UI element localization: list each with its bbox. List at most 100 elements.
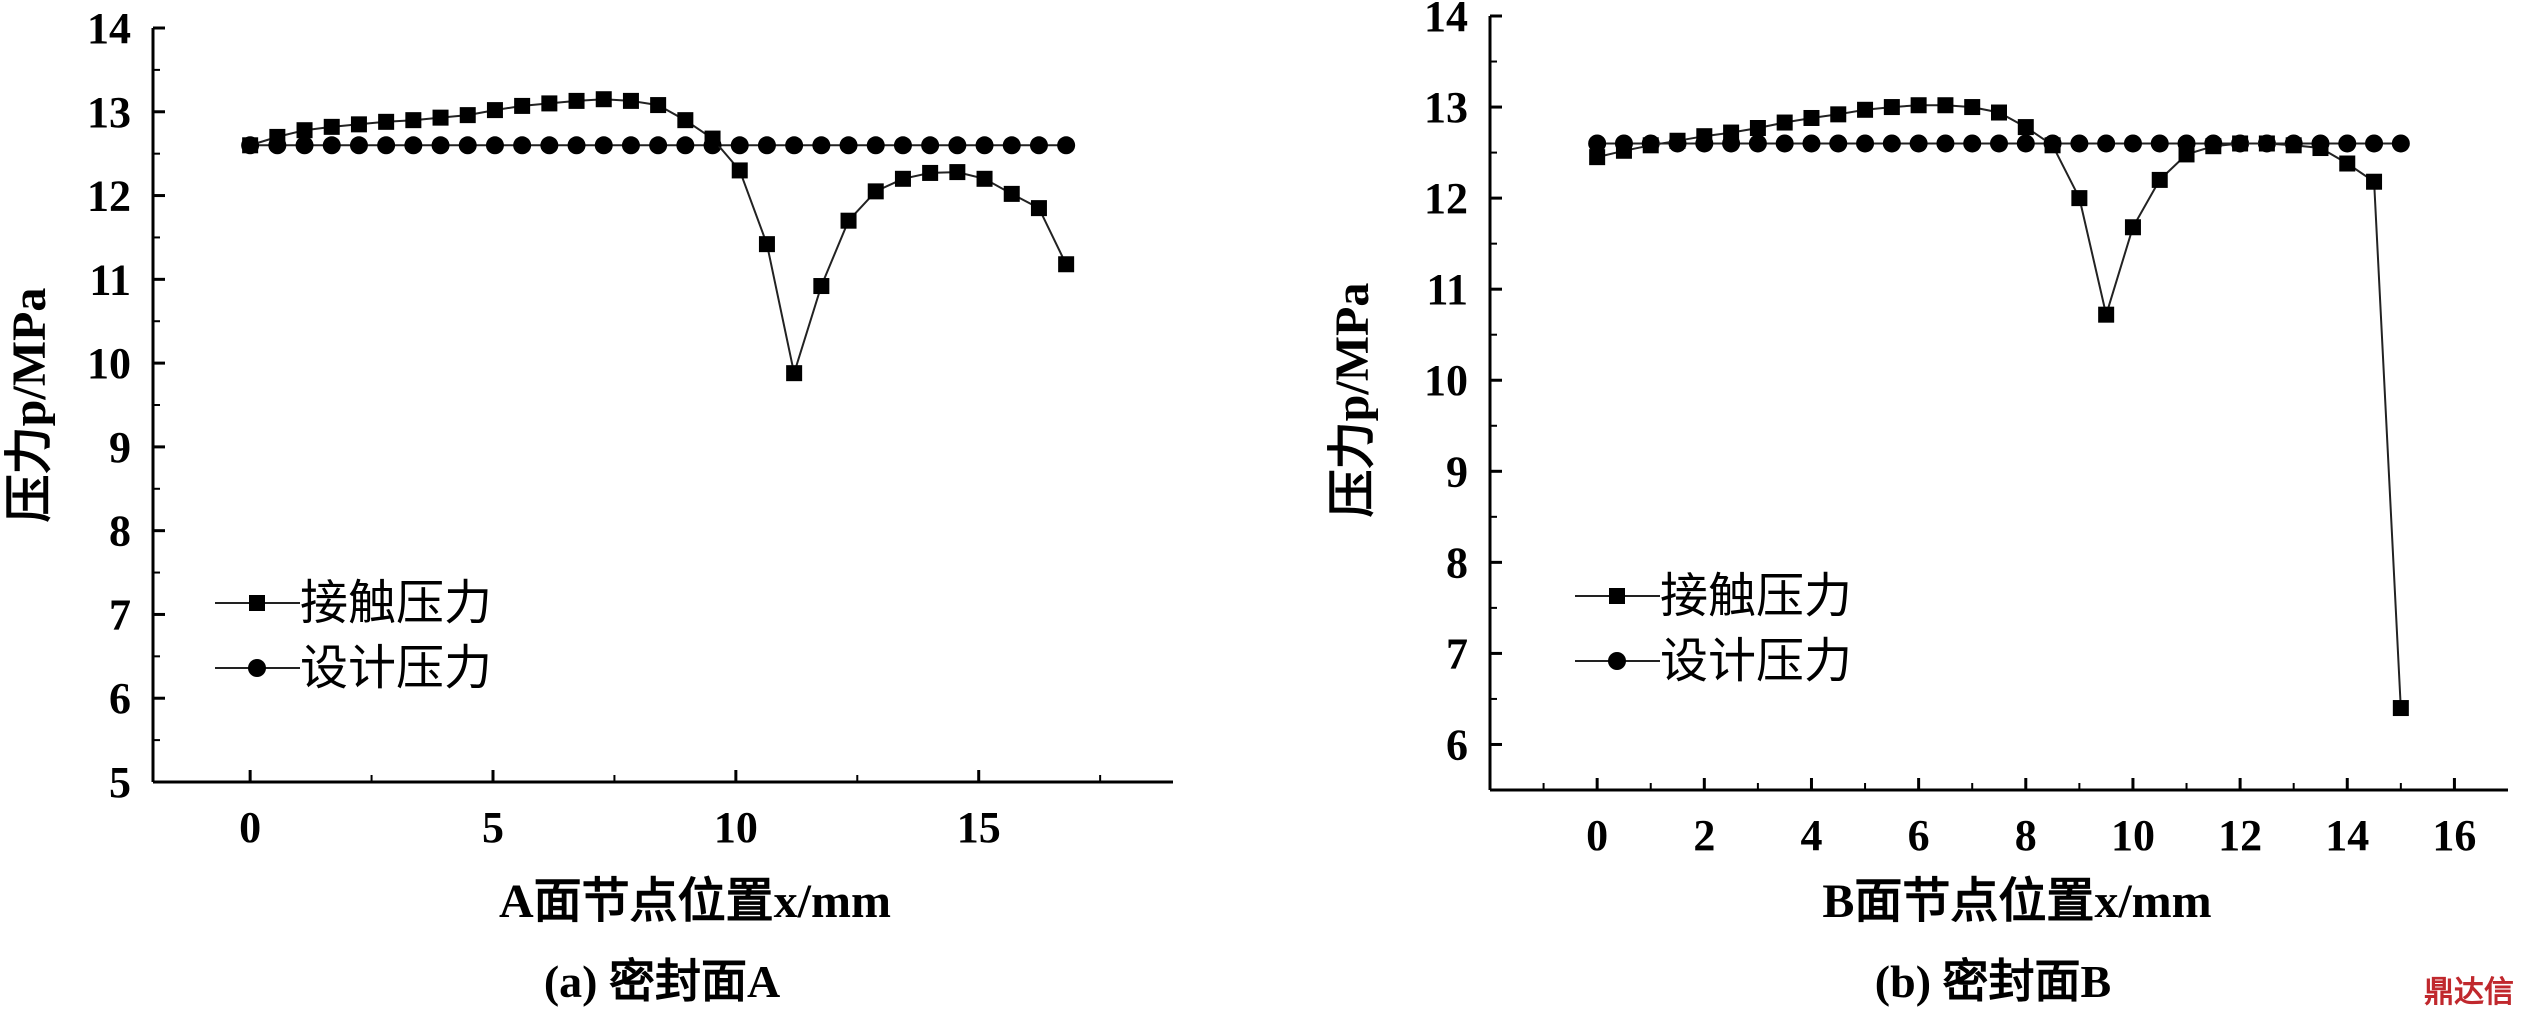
y-tick-label: 9 (109, 423, 131, 472)
contact-pressure-point (677, 112, 694, 129)
contact-pressure-point (486, 102, 503, 119)
contact-pressure-point (2151, 171, 2168, 188)
y-tick-label: 12 (1424, 174, 1468, 223)
x-axis-label: B面节点位置x/mm (1822, 875, 2211, 928)
contact-pressure-point (1696, 128, 1713, 145)
y-tick-label: 7 (109, 590, 131, 639)
y-tick-label: 11 (89, 255, 131, 304)
contact-pressure-point (2017, 119, 2034, 136)
contact-pressure-point (2285, 137, 2302, 154)
design-pressure-point (2391, 134, 2410, 153)
x-tick-label: 2 (1693, 811, 1715, 860)
contact-pressure-point (350, 116, 367, 133)
design-pressure-point (2365, 134, 2384, 153)
x-tick-label: 4 (1800, 811, 1822, 860)
contact-pressure-point (867, 183, 884, 200)
contact-pressure-point (2366, 173, 2383, 190)
x-tick-label: 12 (2218, 811, 2262, 860)
legend-square-marker (1609, 588, 1625, 604)
legend-label: 设计压力 (300, 640, 492, 696)
design-pressure-point (921, 136, 940, 155)
chart-panel-b: 6 7 8 9 10 11 12 13 14 0 2 4 6 8 10 12 14 16 B面节点位置x/mm 压力p… (1326, 0, 2508, 1007)
legend-label: 接触压力 (300, 575, 492, 631)
design-pressure-point (1057, 136, 1076, 155)
y-tick-label: 6 (109, 674, 131, 723)
legend-circle-marker (248, 659, 266, 677)
contact-pressure-point (704, 130, 721, 147)
design-pressure-point (1775, 134, 1794, 153)
chart-panel-a: 5 6 7 8 9 10 11 12 13 14 0 5 10 15 A面节点位置x/mm 压力p/MPa (a… (3, 4, 1173, 1007)
contact-pressure-point (323, 118, 340, 135)
design-pressure-point (594, 136, 613, 155)
design-pressure-point (404, 136, 423, 155)
design-pressure-point (1748, 134, 1767, 153)
x-tick-label: 6 (1908, 811, 1930, 860)
design-pressure-point (975, 136, 994, 155)
y-tick-label: 7 (1446, 629, 1468, 678)
contact-pressure-point (1003, 185, 1020, 202)
contact-pressure-point (459, 107, 476, 124)
contact-pressure-point (2071, 190, 2088, 207)
design-pressure-point (1029, 136, 1048, 155)
design-pressure-point (1829, 134, 1848, 153)
figure-caption: (a) 密封面A (544, 956, 780, 1007)
contact-pressure-point (1615, 142, 1632, 159)
design-pressure-point (1963, 134, 1982, 153)
design-pressure-point (1002, 136, 1021, 155)
contact-pressure-point (1937, 97, 1954, 114)
contact-pressure-point (2044, 137, 2061, 154)
legend-square-marker (249, 595, 265, 611)
design-pressure-point (2150, 134, 2169, 153)
design-pressure-point (295, 136, 314, 155)
contact-pressure-point (622, 92, 639, 109)
design-pressure-point (431, 136, 450, 155)
y-tick-label: 14 (87, 4, 131, 53)
design-pressure-point (1909, 134, 1928, 153)
contact-pressure-point (2232, 135, 2249, 152)
contact-pressure-point (568, 92, 585, 109)
y-tick-label: 8 (1446, 538, 1468, 587)
y-tick-label: 13 (87, 88, 131, 137)
y-tick-label: 8 (109, 507, 131, 556)
contact-pressure-point (1058, 256, 1075, 273)
contact-pressure-point (2258, 135, 2275, 152)
design-pressure-point (1990, 134, 2008, 153)
legend-circle-marker (1608, 652, 1626, 670)
design-pressure-point (458, 136, 477, 155)
design-pressure-point (540, 136, 559, 155)
x-tick-label: 14 (2325, 811, 2369, 860)
contact-pressure-point (731, 162, 748, 179)
contact-pressure-point (1723, 124, 1740, 141)
y-tick-label: 6 (1446, 720, 1468, 769)
y-tick-label: 14 (1424, 0, 1468, 41)
contact-pressure-point (1749, 120, 1766, 137)
x-tick-label: 0 (1586, 811, 1608, 860)
contact-pressure-point (1857, 101, 1874, 118)
contact-pressure-point (514, 97, 531, 114)
x-axis-label: A面节点位置x/mm (499, 875, 891, 928)
watermark-logo: 鼎达信 (2424, 975, 2514, 1010)
design-pressure-point (349, 136, 368, 155)
contact-pressure-point (1803, 109, 1820, 126)
contact-pressure-point (650, 97, 667, 114)
contact-pressure-point (378, 113, 395, 130)
contact-pressure-point (840, 212, 857, 229)
contact-pressure-point (949, 164, 966, 181)
contact-pressure-point (976, 170, 993, 187)
design-pressure-point (2097, 134, 2116, 153)
design-pressure-point (377, 136, 396, 155)
design-pressure-point (839, 136, 858, 155)
y-tick-label: 13 (1424, 83, 1468, 132)
contact-pressure-point (405, 112, 422, 129)
design-pressure-point (513, 136, 532, 155)
design-pressure-point (812, 136, 831, 155)
contact-pressure-point (1991, 104, 2007, 121)
design-pressure-point (1882, 134, 1901, 153)
contact-pressure-point (786, 365, 803, 382)
design-pressure-point (2016, 134, 2035, 153)
design-pressure-point (676, 136, 695, 155)
contact-pressure-point (242, 137, 259, 154)
design-pressure-point (757, 136, 776, 155)
design-pressure-point (2123, 134, 2142, 153)
